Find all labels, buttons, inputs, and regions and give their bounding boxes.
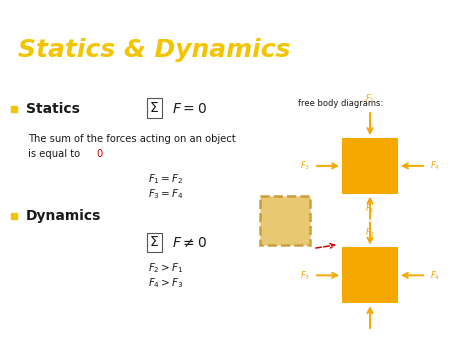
FancyBboxPatch shape [342, 138, 398, 194]
Text: is equal to: is equal to [28, 149, 83, 159]
Text: free body diagrams:: free body diagrams: [298, 99, 383, 108]
Text: Dynamics: Dynamics [26, 209, 101, 223]
Text: $F_1$: $F_1$ [365, 202, 375, 215]
Text: $F_3$: $F_3$ [300, 269, 310, 282]
Text: $F_3 = F_4$: $F_3 = F_4$ [148, 187, 184, 201]
Text: $F_4$: $F_4$ [430, 269, 440, 282]
Text: $F_1 = F_2$: $F_1 = F_2$ [148, 172, 184, 186]
Text: $F_1$: $F_1$ [365, 93, 375, 105]
Text: $F_3$: $F_3$ [300, 160, 310, 172]
Text: $F = 0$: $F = 0$ [172, 102, 207, 116]
Text: Statics: Statics [26, 102, 80, 116]
Text: $F_4 > F_3$: $F_4 > F_3$ [148, 276, 184, 290]
Text: $F_2$: $F_2$ [365, 226, 375, 239]
Text: $F_4$: $F_4$ [430, 160, 440, 172]
Text: 0: 0 [96, 149, 102, 159]
FancyBboxPatch shape [342, 247, 398, 303]
Text: Statics & Dynamics: Statics & Dynamics [18, 38, 291, 62]
Text: $F \neq 0$: $F \neq 0$ [172, 236, 207, 249]
Text: Σ: Σ [150, 101, 159, 115]
Text: $F_2$: $F_2$ [365, 336, 375, 338]
Text: The sum of the forces acting on an object: The sum of the forces acting on an objec… [28, 134, 236, 144]
FancyBboxPatch shape [260, 196, 310, 245]
Text: Σ: Σ [150, 236, 159, 249]
Text: $F_2 > F_1$: $F_2 > F_1$ [148, 262, 184, 275]
